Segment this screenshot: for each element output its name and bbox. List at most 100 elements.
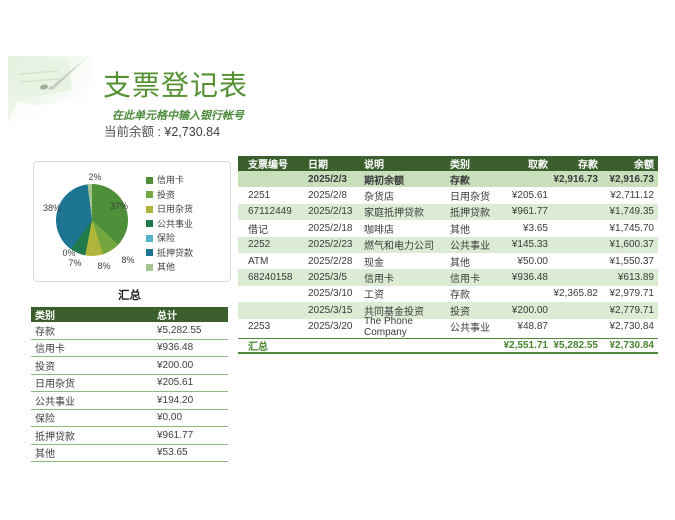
cell[interactable]: 2025/3/5 [308, 272, 347, 284]
cell[interactable]: ¥1,749.35 [609, 206, 655, 218]
cell[interactable]: 2025/3/15 [308, 304, 353, 316]
cell[interactable]: 2253 [248, 321, 271, 333]
cell[interactable]: ¥936.48 [511, 272, 548, 284]
cell[interactable]: 杂货店 [364, 192, 394, 204]
cell[interactable]: 燃气和电力公司 [364, 241, 434, 253]
legend-swatch [146, 249, 153, 256]
cell[interactable]: 抵押贷款 [450, 208, 490, 220]
summary-category-cell[interactable]: 其他 [35, 449, 55, 461]
col-check-number[interactable]: 支票编号 [248, 160, 288, 171]
summary-total-cell[interactable]: ¥5,282.55 [157, 324, 202, 336]
summary-total-cell[interactable]: ¥200.00 [157, 359, 194, 371]
register-header-row: 支票编号 日期 说明 类别 取款 存款 余额 [238, 156, 658, 171]
cell[interactable]: ¥2,711.12 [610, 190, 654, 202]
cell[interactable]: ¥1,550.37 [609, 255, 655, 267]
col-category[interactable]: 类别 [450, 160, 470, 171]
cell[interactable]: 信用卡 [364, 274, 394, 286]
cell[interactable]: 2025/2/8 [308, 190, 347, 202]
summary-category-cell[interactable]: 投资 [35, 361, 55, 373]
cell[interactable]: 2025/2/23 [308, 239, 353, 251]
cell[interactable]: The Phone Company [364, 315, 413, 338]
cell[interactable]: ¥2,916.73 [609, 173, 655, 185]
cell[interactable]: 67112449 [248, 206, 292, 218]
summary-col-total[interactable]: 总计 [157, 311, 177, 322]
cell[interactable]: 投资 [450, 306, 470, 318]
cell[interactable]: 2025/3/10 [308, 288, 353, 300]
summary-col-category[interactable]: 类别 [35, 311, 55, 322]
cell[interactable]: ¥48.87 [517, 321, 548, 333]
pie-percent-label: 37% [109, 201, 129, 211]
cell[interactable]: 存款 [450, 290, 470, 302]
cell[interactable]: 2025/2/3 [308, 173, 347, 185]
bank-account-prompt-cell[interactable]: 在此单元格中输入银行帐号 [112, 110, 244, 122]
cell[interactable]: ATM [248, 255, 269, 267]
cell[interactable]: 日用杂货 [450, 192, 490, 204]
legend-label: 其他 [157, 262, 176, 272]
cell[interactable]: ¥1,600.37 [609, 239, 655, 251]
cell[interactable]: 2025/3/20 [308, 321, 353, 333]
cell[interactable]: ¥2,365.82 [553, 288, 599, 300]
cell[interactable]: ¥2,979.71 [609, 288, 655, 300]
summary-total-cell[interactable]: ¥205.61 [157, 377, 194, 389]
cell[interactable]: ¥2,779.71 [609, 304, 655, 316]
legend-label: 日用杂货 [157, 204, 194, 214]
cell[interactable]: 现金 [364, 257, 384, 269]
cell[interactable]: ¥50.00 [517, 255, 548, 267]
summary-total-cell[interactable]: ¥53.65 [157, 447, 188, 459]
total-withdrawal: ¥2,551.71 [503, 339, 549, 351]
legend-swatch [146, 220, 153, 227]
col-description[interactable]: 说明 [364, 160, 384, 171]
summary-total-cell[interactable]: ¥936.48 [157, 342, 194, 354]
summary-title: 汇总 [118, 290, 141, 302]
col-deposit[interactable]: 存款 [578, 160, 598, 171]
summary-total-cell[interactable]: ¥0.00 [157, 412, 183, 424]
cell[interactable]: 公共事业 [450, 323, 490, 335]
cell[interactable]: ¥2,730.84 [609, 321, 655, 333]
category-pie-chart-panel[interactable]: 37% 8% 8% 7% 0% 38% 2% 信用卡 投资 日用杂货 公共事业 … [33, 161, 231, 282]
cell[interactable]: 2025/2/18 [308, 222, 353, 234]
current-balance-label: 当前余额 : [104, 125, 165, 139]
summary-category-cell[interactable]: 信用卡 [35, 344, 65, 356]
col-date[interactable]: 日期 [308, 160, 328, 171]
cell[interactable]: 咖啡店 [364, 224, 394, 236]
table-row: 2252 2025/2/23 燃气和电力公司 公共事业 ¥145.33 ¥1,600.37 [238, 236, 658, 253]
cell[interactable]: ¥961.77 [511, 206, 548, 218]
summary-category-cell[interactable]: 保险 [35, 414, 55, 426]
pie-chart[interactable] [56, 184, 128, 256]
cell[interactable]: ¥3.65 [522, 222, 548, 234]
cell[interactable]: 2025/2/28 [308, 255, 353, 267]
cell[interactable]: 68240158 [248, 272, 293, 284]
summary-category-cell[interactable]: 日用杂货 [35, 379, 75, 391]
cell[interactable]: 共同基金投资 [364, 306, 424, 318]
cell[interactable]: 借记 [248, 224, 268, 236]
cell[interactable]: 2252 [248, 239, 271, 251]
pie-legend: 信用卡 投资 日用杂货 公共事业 保险 抵押贷款 其他 [146, 175, 193, 272]
summary-total-cell[interactable]: ¥194.20 [157, 394, 194, 406]
cell[interactable]: ¥2,916.73 [553, 173, 599, 185]
legend-label: 保险 [157, 233, 176, 243]
col-withdrawal[interactable]: 取款 [528, 160, 548, 171]
cell[interactable]: 期初余额 [364, 175, 404, 187]
legend-label: 投资 [157, 189, 176, 200]
col-balance[interactable]: 余额 [634, 160, 654, 171]
summary-row: 信用卡 ¥936.48 [31, 339, 228, 357]
cell[interactable]: 工资 [364, 290, 384, 302]
cell[interactable]: ¥1,745.70 [609, 222, 655, 234]
summary-category-cell[interactable]: 公共事业 [35, 396, 75, 408]
cell[interactable]: 其他 [450, 257, 470, 269]
cell[interactable]: 存款 [450, 175, 470, 187]
summary-total-cell[interactable]: ¥961.77 [157, 429, 194, 441]
cell[interactable]: 2025/2/13 [308, 206, 353, 218]
summary-category-cell[interactable]: 存款 [35, 326, 55, 338]
cell[interactable]: ¥613.89 [617, 272, 654, 284]
cell[interactable]: 家庭抵押贷款 [364, 208, 424, 220]
cell[interactable]: ¥205.61 [511, 190, 548, 202]
cell[interactable]: ¥200.00 [511, 304, 548, 316]
legend-item: 其他 [146, 262, 193, 272]
cell[interactable]: 2251 [248, 190, 271, 202]
cell[interactable]: 其他 [450, 224, 470, 236]
cell[interactable]: 公共事业 [450, 241, 490, 253]
cell[interactable]: ¥145.33 [511, 239, 548, 251]
cell[interactable]: 信用卡 [450, 274, 480, 286]
summary-category-cell[interactable]: 抵押贷款 [35, 431, 75, 443]
